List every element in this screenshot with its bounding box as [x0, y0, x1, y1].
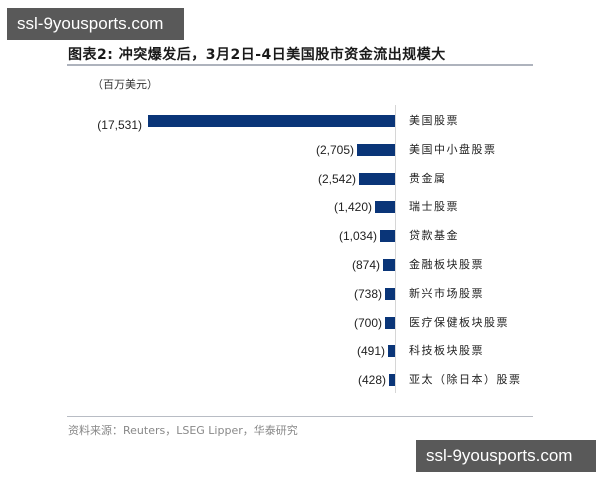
value-label: (1,420): [333, 200, 372, 215]
value-label: (491): [356, 344, 385, 359]
bar-row: (2,705) 美国中小盘股票: [0, 142, 600, 157]
bar: [385, 287, 395, 300]
value-label: (874): [351, 258, 380, 272]
category-label: 贷款基金: [409, 229, 459, 243]
bar: [385, 316, 395, 329]
category-label: 美国股票: [409, 114, 459, 127]
bar-row: (1,420) 瑞士股票: [0, 200, 600, 215]
bar-row: (700) 医疗保健板块股票: [0, 315, 600, 330]
watermark-bottom: ssl-9yousports.com: [416, 440, 596, 472]
category-label: 亚太（除日本）股票: [409, 373, 522, 387]
value-label: (2,705): [315, 142, 354, 157]
bar: [388, 345, 395, 358]
source-note: 资料来源：Reuters，LSEG Lipper，华泰研究: [68, 424, 298, 437]
bar-row: (17,531) 美国股票: [0, 114, 600, 132]
bar: [148, 115, 395, 127]
category-label: 贵金属: [409, 171, 447, 185]
category-label: 新兴市场股票: [409, 286, 484, 300]
unit-label: （百万美元）: [92, 78, 158, 91]
bar: [389, 374, 395, 387]
value-label: (738): [353, 286, 382, 301]
bar: [375, 201, 395, 214]
chart-title: 图表2: 冲突爆发后，3月2日-4日美国股市资金流出规模大: [68, 47, 446, 63]
y-axis-line: [395, 105, 396, 393]
footer-divider: [67, 416, 533, 417]
bar-row: (1,034) 贷款基金: [0, 229, 600, 244]
bar-row: (428) 亚太（除日本）股票: [0, 373, 600, 388]
watermark-top: ssl-9yousports.com: [7, 8, 184, 40]
category-label: 瑞士股票: [409, 200, 459, 214]
category-label: 医疗保健板块股票: [409, 315, 509, 329]
title-divider: [67, 64, 533, 66]
bar-row: (874) 金融板块股票: [0, 258, 600, 272]
category-label: 金融板块股票: [409, 258, 484, 271]
bar-row: (738) 新兴市场股票: [0, 286, 600, 301]
category-label: 美国中小盘股票: [409, 142, 497, 156]
bar-row: (491) 科技板块股票: [0, 344, 600, 359]
bar: [357, 143, 395, 156]
bar-row: (2,542) 贵金属: [0, 171, 600, 186]
value-label: (700): [353, 315, 382, 330]
bar: [359, 172, 395, 185]
value-label: (428): [357, 373, 386, 388]
bar: [383, 259, 395, 271]
bar: [380, 230, 395, 243]
value-label: (17,531): [97, 118, 142, 132]
value-label: (2,542): [317, 171, 356, 186]
category-label: 科技板块股票: [409, 344, 484, 358]
value-label: (1,034): [338, 229, 377, 244]
